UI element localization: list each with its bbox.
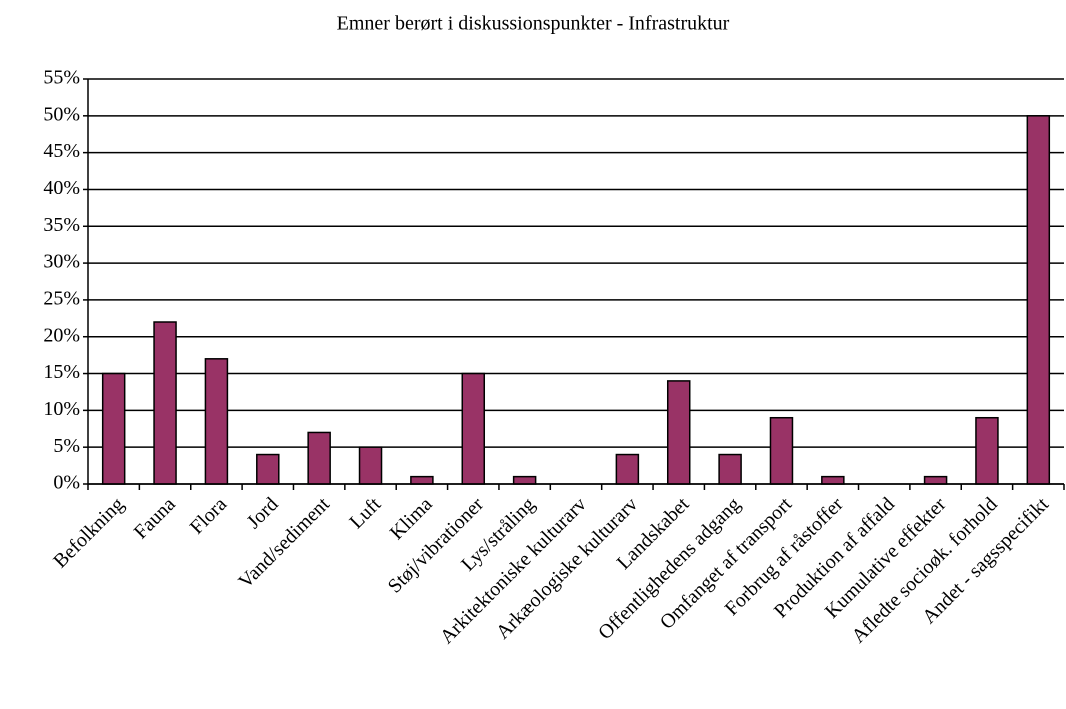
- y-tick-label: 40%: [43, 177, 80, 199]
- y-tick-label: 55%: [43, 67, 80, 89]
- chart-title: Emner berørt i diskussionspunkter - Infr…: [337, 13, 730, 35]
- bar: [666, 380, 691, 485]
- y-tick-label: 45%: [43, 140, 80, 162]
- bar: [769, 416, 794, 485]
- y-tick-label: 30%: [43, 251, 80, 273]
- bar: [256, 453, 280, 485]
- bar: [461, 372, 486, 485]
- x-tick-label: Vand/sediment: [234, 493, 334, 593]
- bar: [153, 321, 177, 485]
- bar: [975, 416, 999, 485]
- y-tick-label: 35%: [43, 214, 80, 236]
- bar: [615, 453, 640, 485]
- bar: [101, 372, 126, 485]
- bar: [204, 358, 229, 485]
- bar: [358, 446, 383, 485]
- x-tick-label: Fauna: [130, 493, 180, 543]
- bar: [410, 475, 434, 485]
- bar: [718, 453, 742, 485]
- y-tick-label: 50%: [43, 103, 80, 125]
- bar: [512, 475, 537, 485]
- y-tick-label: 10%: [43, 398, 80, 420]
- x-tick-label: Jord: [243, 493, 283, 533]
- y-tick-label: 25%: [43, 288, 80, 310]
- y-tick-label: 15%: [43, 361, 80, 383]
- bar: [923, 475, 948, 485]
- bar: [307, 431, 331, 485]
- bar: [1026, 115, 1051, 485]
- x-tick-label: Luft: [345, 493, 385, 533]
- y-tick-label: 0%: [53, 472, 80, 494]
- x-tick-label: Flora: [186, 493, 231, 538]
- bar: [821, 475, 845, 485]
- y-tick-label: 20%: [43, 324, 80, 346]
- x-tick-label: Befolkning: [49, 493, 128, 572]
- y-tick-label: 5%: [53, 435, 80, 457]
